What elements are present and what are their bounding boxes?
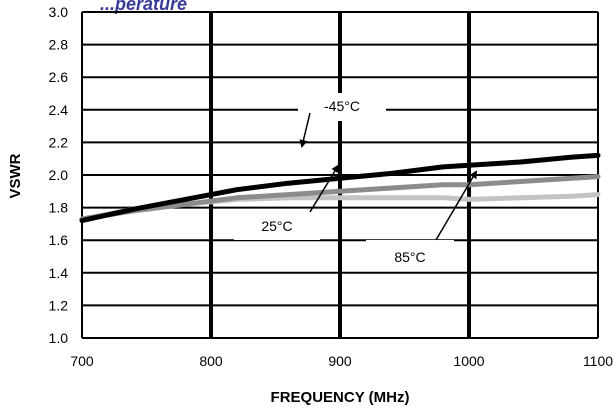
x-tick-label: 700 [70, 353, 94, 369]
y-tick-label: 2.4 [49, 102, 69, 118]
series-label-1: 25°C [261, 218, 292, 234]
label-arrow-1 [309, 164, 340, 213]
y-tick-label: 1.2 [49, 297, 69, 313]
series-line-0 [79, 152, 601, 224]
y-tick-label: 1.0 [49, 330, 69, 346]
series-line-1 [79, 174, 601, 222]
label-box-1 [234, 212, 320, 240]
label-arrow-0 [299, 112, 311, 148]
label-box-0 [298, 93, 386, 121]
series-layer [79, 152, 601, 224]
y-tick-label: 1.4 [49, 265, 69, 281]
label-arrow-2 [435, 170, 478, 241]
y-tick-labels: 1.0 1.2 1.4 1.6 1.8 2.0 2.2 2.4 2.6 2.8 3.0 [49, 4, 69, 346]
x-tick-label: 1100 [583, 353, 613, 369]
x-tick-label: 800 [199, 353, 223, 369]
series-annotations: -45°C 25°C 85°C [234, 93, 478, 268]
y-tick-label: 1.8 [49, 200, 69, 216]
series-label-0: -45°C [324, 98, 360, 114]
grid-lines [81, 11, 599, 339]
x-tick-labels: 700 800 900 1000 1100 [70, 353, 613, 369]
chart-title: ...perature [100, 0, 187, 14]
x-tick-label: 1000 [453, 353, 484, 369]
x-axis-title: FREQUENCY (MHz) [271, 389, 410, 406]
y-tick-label: 3.0 [49, 4, 69, 20]
y-tick-label: 2.8 [49, 37, 69, 53]
y-tick-label: 2.6 [49, 69, 69, 85]
x-tick-label: 900 [328, 353, 352, 369]
y-tick-label: 1.6 [49, 232, 69, 248]
y-tick-label: 2.0 [49, 167, 69, 183]
label-box-2 [366, 240, 454, 268]
y-axis-title: VSWR [7, 153, 24, 198]
series-label-2: 85°C [394, 249, 425, 265]
y-tick-label: 2.2 [49, 134, 69, 150]
